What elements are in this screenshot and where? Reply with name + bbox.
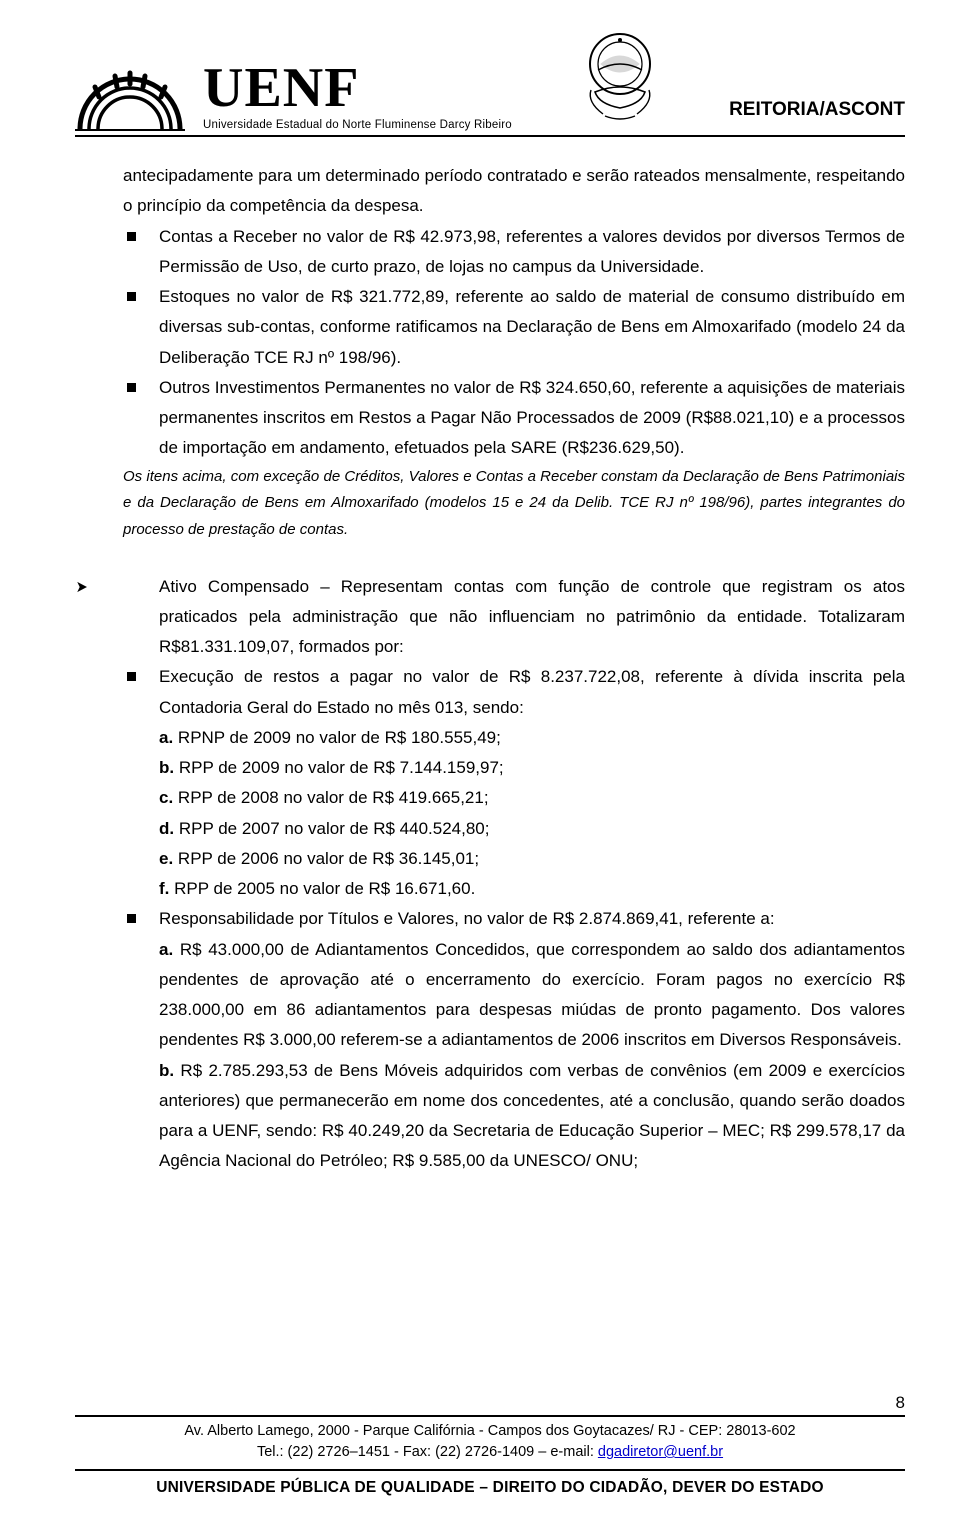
footer-line2: Tel.: (22) 2726–1451 - Fax: (22) 2726-14… [257, 1444, 598, 1460]
list-item: Outros Investimentos Permanentes no valo… [123, 373, 905, 464]
italic-note: Os itens acima, com exceção de Créditos,… [123, 464, 905, 544]
header-rule [75, 135, 905, 137]
list-item: Responsabilidade por Títulos e Valores, … [123, 904, 905, 1176]
header-left: UENF Universidade Estadual do Norte Flum… [75, 60, 512, 132]
uenf-subtitle: Universidade Estadual do Norte Fluminens… [203, 120, 512, 132]
uenf-logo-icon [75, 69, 185, 131]
page-number: 8 [75, 1393, 905, 1413]
uenf-wordmark: UENF Universidade Estadual do Norte Flum… [203, 60, 512, 132]
arrow-paragraph: Ativo Compensado – Representam contas co… [75, 572, 905, 663]
bullet-list: Contas a Receber no valor de R$ 42.973,9… [123, 222, 905, 464]
paragraph: antecipadamente para um determinado perí… [123, 161, 905, 222]
list-item: Contas a Receber no valor de R$ 42.973,9… [123, 222, 905, 283]
body: antecipadamente para um determinado perí… [75, 161, 905, 1177]
page: UENF Universidade Estadual do Norte Flum… [0, 0, 960, 1527]
sub-item: a. RPNP de 2009 no valor de R$ 180.555,4… [159, 723, 905, 753]
footer-email-link[interactable]: dgadiretor@uenf.br [598, 1444, 723, 1460]
list-item-text: Responsabilidade por Títulos e Valores, … [159, 909, 775, 928]
state-seal-icon [581, 30, 659, 127]
sub-item: b. R$ 2.785.293,53 de Bens Móveis adquir… [159, 1056, 905, 1177]
header: UENF Universidade Estadual do Norte Flum… [75, 30, 905, 131]
sub-item: f. RPP de 2005 no valor de R$ 16.671,60. [159, 874, 905, 904]
sub-item: a. R$ 43.000,00 de Adiantamentos Concedi… [159, 935, 905, 1056]
sub-item: c. RPP de 2008 no valor de R$ 419.665,21… [159, 783, 905, 813]
list-item: Execução de restos a pagar no valor de R… [123, 662, 905, 904]
sub-item: b. RPP de 2009 no valor de R$ 7.144.159,… [159, 753, 905, 783]
footer-rule [75, 1469, 905, 1471]
header-department: REITORIA/ASCONT [729, 99, 905, 121]
footer: 8 Av. Alberto Lamego, 2000 - Parque Cali… [75, 1393, 905, 1497]
footer-motto: UNIVERSIDADE PÚBLICA DE QUALIDADE – DIRE… [75, 1479, 905, 1497]
sub-item: e. RPP de 2006 no valor de R$ 36.145,01; [159, 844, 905, 874]
bullet-list: Execução de restos a pagar no valor de R… [123, 662, 905, 1176]
list-item-text: Execução de restos a pagar no valor de R… [159, 667, 905, 716]
footer-line1: Av. Alberto Lamego, 2000 - Parque Califó… [184, 1423, 795, 1439]
sub-item: d. RPP de 2007 no valor de R$ 440.524,80… [159, 814, 905, 844]
list-item: Estoques no valor de R$ 321.772,89, refe… [123, 282, 905, 373]
uenf-title: UENF [203, 60, 359, 116]
footer-address: Av. Alberto Lamego, 2000 - Parque Califó… [75, 1417, 905, 1465]
